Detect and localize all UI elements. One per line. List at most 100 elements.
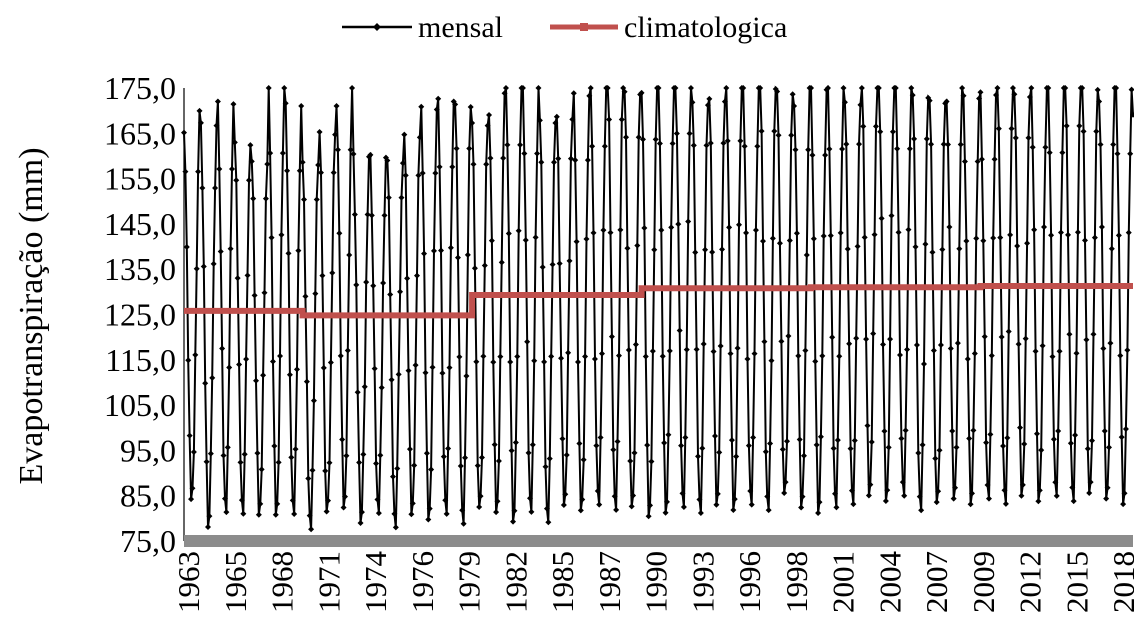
mensal-point (1100, 345, 1107, 352)
mensal-point (197, 119, 204, 126)
mensal-point (699, 445, 706, 452)
y-tick-label: 115,0 (105, 342, 176, 378)
mensal-point (696, 496, 703, 503)
mensal-point (399, 160, 406, 167)
mensal-point (327, 359, 334, 366)
mensal-point (293, 366, 300, 373)
mensal-point (373, 460, 380, 467)
mensal-point (508, 447, 515, 454)
mensal-point (553, 113, 560, 120)
mensal-point (707, 140, 714, 147)
mensal-point (559, 435, 566, 442)
mensal-point (291, 510, 298, 517)
mensal-point (576, 440, 583, 447)
mensal-point (648, 458, 655, 465)
mensal-point (336, 230, 343, 237)
mensal-point (844, 246, 851, 253)
mensal-point (456, 353, 463, 360)
legend-label-climatologica: climatologica (624, 11, 787, 44)
mensal-point (367, 151, 374, 158)
mensal-point (639, 136, 646, 143)
mensal-point (210, 260, 217, 267)
mensal-point (443, 510, 450, 517)
mensal-point (709, 249, 716, 256)
mensal-point (320, 364, 327, 371)
mensal-point (649, 348, 656, 355)
mensal-point (500, 155, 507, 162)
mensal-point (430, 247, 437, 254)
mensal-point (1053, 492, 1060, 499)
mensal-point (863, 336, 870, 343)
mensal-point (730, 507, 737, 514)
mensal-point (346, 251, 353, 258)
mensal-point (484, 122, 491, 129)
mensal-point (589, 143, 596, 150)
mensal-point (659, 353, 666, 360)
x-tick-label: 1987 (592, 551, 627, 613)
mensal-point (937, 342, 944, 349)
y-tick-label: 95,0 (120, 432, 176, 468)
mensal-point (569, 116, 576, 123)
mensal-point (390, 473, 397, 480)
mensal-point (627, 458, 634, 465)
mensal-point (531, 357, 538, 364)
mensal-point (936, 447, 943, 454)
mensal-point (272, 511, 279, 518)
mensal-point (851, 437, 858, 444)
mensal-point (240, 510, 247, 517)
legend-label-mensal: mensal (418, 11, 503, 44)
mensal-point (779, 446, 786, 453)
mensal-point (1017, 424, 1024, 431)
mensal-point (675, 221, 682, 228)
mensal-point (1097, 141, 1104, 148)
mensal-point (687, 85, 694, 91)
mensal-point (1113, 85, 1120, 91)
mensal-point (1021, 440, 1028, 447)
mensal-point (278, 231, 285, 238)
mensal-point (495, 457, 502, 464)
mensal-point (963, 238, 970, 245)
x-tick-label: 1976 (405, 551, 440, 613)
mensal-point (490, 359, 497, 366)
mensal-point (460, 520, 467, 527)
mensal-point (964, 355, 971, 362)
legend-entry-climatologica: climatologica (550, 11, 787, 44)
mensal-point (974, 158, 981, 165)
mensal-point (446, 364, 453, 371)
mensal-point (514, 353, 521, 360)
mensal-point (269, 358, 276, 365)
mensal-point (515, 227, 522, 234)
mensal-point (1028, 85, 1035, 91)
mensal-point (316, 128, 323, 135)
mensal-point (457, 462, 464, 469)
mensal-point (471, 265, 478, 272)
mensal-point (949, 428, 956, 435)
mensal-point (977, 89, 984, 96)
mensal-point (833, 504, 840, 511)
mensal-point (1048, 232, 1055, 239)
mensal-point (635, 134, 642, 141)
mensal-point (1127, 150, 1134, 157)
mensal-point (570, 90, 577, 97)
mensal-point (1093, 128, 1100, 135)
mensal-point (213, 122, 220, 129)
mensal-point (795, 352, 802, 359)
mensal-point (1005, 328, 1012, 335)
mensal-point (678, 442, 685, 449)
mensal-point (847, 445, 854, 452)
mensal-point (1110, 141, 1117, 148)
mensal-point (991, 156, 998, 163)
mensal-point (809, 152, 816, 159)
mensal-point (1070, 498, 1077, 505)
mensal-point (878, 215, 885, 222)
mensal-point (735, 221, 742, 228)
mensal-point (932, 455, 939, 462)
mensal-point (904, 346, 911, 353)
mensal-point (970, 427, 977, 434)
y-tick-label: 105,0 (104, 387, 176, 423)
mensal-point (1118, 434, 1125, 441)
mensal-point (902, 427, 909, 434)
mensal-point (1104, 484, 1111, 491)
mensal-point (231, 139, 238, 146)
mensal-point (695, 453, 702, 460)
